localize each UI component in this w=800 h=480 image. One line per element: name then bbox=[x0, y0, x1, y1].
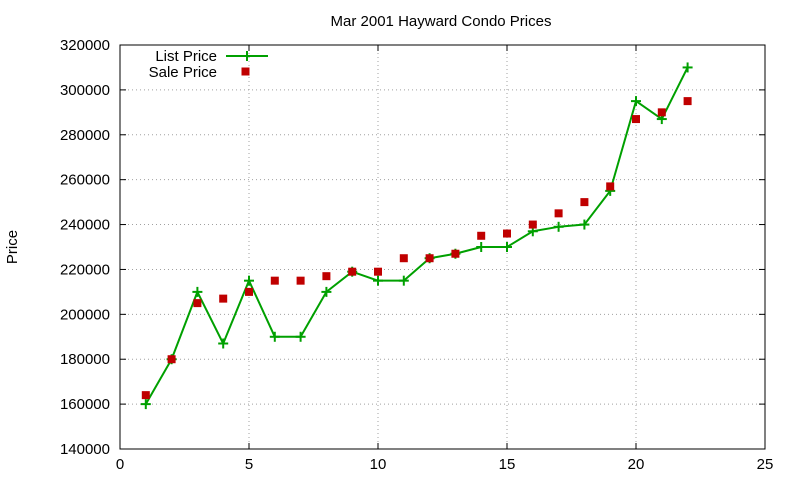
list-price-point bbox=[140, 399, 151, 410]
list-price-point bbox=[476, 242, 487, 252]
sale-price-point bbox=[580, 198, 589, 207]
legend-label-sale-price: Sale Price bbox=[149, 64, 217, 81]
sale-price-point bbox=[477, 231, 486, 240]
sale-price-point bbox=[451, 249, 460, 258]
y-tick-label: 260000 bbox=[60, 172, 110, 189]
list-price-point bbox=[631, 96, 641, 107]
x-tick-label: 5 bbox=[245, 456, 253, 473]
sale-price-point bbox=[322, 272, 331, 281]
legend-marker-sale-price bbox=[241, 67, 250, 76]
list-price-point bbox=[321, 286, 332, 297]
x-tick-label: 10 bbox=[370, 456, 387, 473]
chart-title: Mar 2001 Hayward Condo Prices bbox=[331, 13, 552, 30]
x-tick-label: 0 bbox=[116, 456, 124, 473]
list-price-line bbox=[144, 66, 689, 405]
list-price-point bbox=[244, 275, 254, 286]
list-price-point bbox=[192, 286, 203, 297]
sale-price-point bbox=[606, 182, 615, 191]
ticks-layer: 140000 160000 180000 200000 220000 240000 2600… bbox=[60, 37, 773, 473]
sale-price-point bbox=[657, 108, 666, 117]
sale-price-point bbox=[554, 209, 563, 218]
sale-price-point bbox=[528, 220, 537, 229]
grid-layer bbox=[120, 45, 765, 449]
sale-price-point bbox=[683, 97, 692, 106]
plot-frame bbox=[119, 44, 766, 450]
sale-price-point bbox=[348, 267, 357, 276]
list-price-point bbox=[682, 62, 693, 73]
list-price-point bbox=[579, 219, 590, 230]
y-axis-label: Price bbox=[4, 230, 21, 264]
list-price-point bbox=[502, 242, 512, 252]
y-tick-label: 180000 bbox=[60, 351, 110, 368]
x-tick-label: 25 bbox=[757, 456, 774, 473]
sale-price-point bbox=[270, 276, 279, 285]
sale-price-point bbox=[245, 287, 253, 296]
list-price-point bbox=[373, 275, 383, 286]
legend-label-list-price: List Price bbox=[155, 48, 217, 65]
sale-price-point bbox=[374, 267, 382, 276]
sale-price-point bbox=[399, 254, 408, 263]
list-price-point bbox=[553, 221, 564, 232]
list-price-point bbox=[269, 331, 280, 342]
series-layer bbox=[140, 62, 693, 410]
sale-price-point bbox=[503, 229, 511, 238]
sale-price-point bbox=[632, 115, 640, 124]
list-price-point bbox=[295, 331, 306, 342]
sale-price-point bbox=[141, 391, 150, 400]
list-price-point bbox=[398, 275, 409, 286]
sale-price-point bbox=[425, 254, 434, 263]
y-tick-label: 200000 bbox=[60, 306, 110, 323]
sale-price-point bbox=[219, 294, 228, 303]
x-tick-label: 20 bbox=[628, 456, 645, 473]
list-price-point bbox=[218, 338, 229, 349]
y-tick-label: 300000 bbox=[60, 82, 110, 99]
y-tick-label: 320000 bbox=[60, 37, 110, 54]
x-tick-label: 15 bbox=[499, 456, 516, 473]
y-tick-label: 220000 bbox=[60, 261, 110, 278]
y-tick-label: 280000 bbox=[60, 127, 110, 144]
sale-price-point bbox=[193, 299, 202, 308]
legend-marker-list-price bbox=[242, 51, 252, 61]
y-tick-label: 240000 bbox=[60, 217, 110, 234]
sale-price-point bbox=[167, 355, 176, 364]
y-tick-label: 140000 bbox=[60, 441, 110, 458]
y-tick-label: 160000 bbox=[60, 396, 110, 413]
legend: List Price Sale Price bbox=[149, 48, 268, 81]
sale-price-point bbox=[296, 276, 305, 285]
